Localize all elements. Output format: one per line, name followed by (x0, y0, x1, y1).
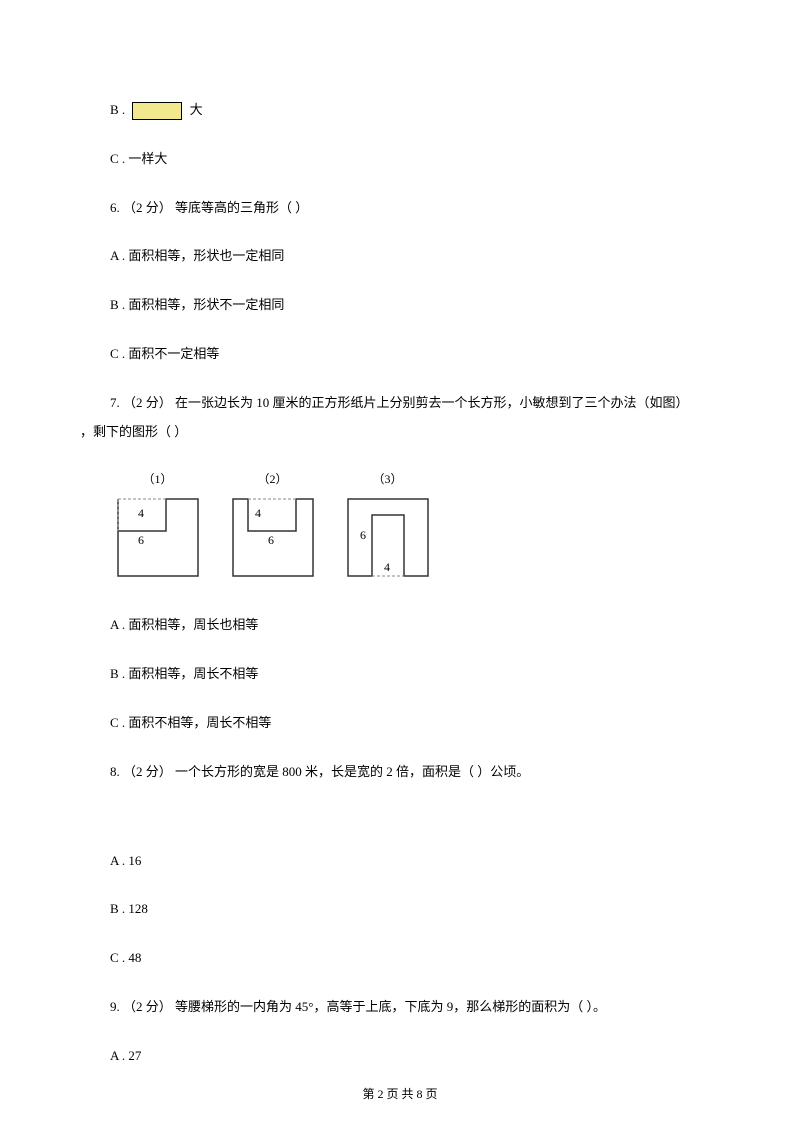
q9-option-a: A . 27 (60, 1046, 740, 1067)
figure-3: （3） 6 4 (340, 470, 435, 585)
q8-option-c: C . 48 (60, 948, 740, 969)
q5-option-c: C . 一样大 (60, 149, 740, 170)
figure-1-label: （1） (110, 470, 205, 487)
svg-text:4: 4 (255, 506, 261, 520)
q7-option-a: A . 面积相等，周长也相等 (60, 615, 740, 636)
svg-text:4: 4 (138, 506, 144, 520)
q6-option-c: C . 面积不一定相等 (60, 344, 740, 365)
q8-stem: 8. （2 分） 一个长方形的宽是 800 米，长是宽的 2 倍，面积是（ ）公… (60, 762, 740, 783)
q7-stem-line1: 7. （2 分） 在一张边长为 10 厘米的正方形纸片上分别剪去一个长方形，小敏… (60, 393, 740, 414)
spacer (60, 811, 740, 851)
svg-text:4: 4 (384, 560, 390, 574)
q7-figures: （1） 4 6 （2） 4 6 （3） 6 4 (110, 470, 740, 585)
figure-2-svg: 4 6 (225, 491, 320, 581)
q7-option-c: C . 面积不相等，周长不相等 (60, 713, 740, 734)
figure-2-label: （2） (225, 470, 320, 487)
figure-1-svg: 4 6 (110, 491, 205, 581)
q8-option-b: B . 128 (60, 899, 740, 920)
q7-stem-line2: ，剩下的图形（ ） (60, 422, 740, 443)
figure-3-label: （3） (340, 470, 435, 487)
q6-option-a: A . 面积相等，形状也一定相同 (60, 246, 740, 267)
figure-3-svg: 6 4 (340, 491, 435, 581)
q5-b-suffix: 大 (190, 102, 203, 117)
q5-b-prefix: B . (110, 102, 125, 117)
q6-stem: 6. （2 分） 等底等高的三角形（ ） (60, 198, 740, 219)
q5-option-b: B . 大 (60, 100, 740, 121)
figure-1: （1） 4 6 (110, 470, 205, 585)
figure-2: （2） 4 6 (225, 470, 320, 585)
svg-text:6: 6 (268, 533, 274, 547)
q7-option-b: B . 面积相等，周长不相等 (60, 664, 740, 685)
yellow-rectangle-icon (132, 102, 182, 120)
q6-option-b: B . 面积相等，形状不一定相同 (60, 295, 740, 316)
q8-option-a: A . 16 (60, 851, 740, 872)
page-footer: 第 2 页 共 8 页 (0, 1085, 800, 1102)
svg-text:6: 6 (138, 533, 144, 547)
q9-stem: 9. （2 分） 等腰梯形的一内角为 45°，高等于上底，下底为 9，那么梯形的… (60, 997, 740, 1018)
svg-text:6: 6 (360, 528, 366, 542)
